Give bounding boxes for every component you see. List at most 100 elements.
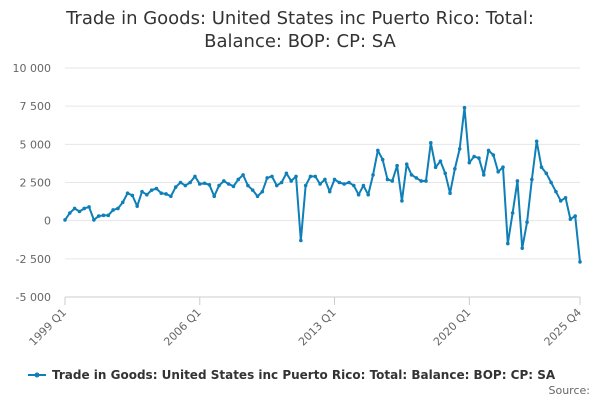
data-point[interactable] xyxy=(193,174,197,179)
data-point[interactable] xyxy=(111,208,115,212)
data-point[interactable] xyxy=(284,171,289,176)
data-point[interactable] xyxy=(212,194,217,199)
data-point[interactable] xyxy=(501,165,505,170)
data-point[interactable] xyxy=(544,171,549,176)
data-point[interactable] xyxy=(135,204,139,208)
data-point[interactable] xyxy=(558,199,563,203)
data-point[interactable] xyxy=(453,166,457,171)
data-point[interactable] xyxy=(457,147,462,151)
data-point[interactable] xyxy=(231,184,236,189)
data-point[interactable] xyxy=(68,211,72,215)
data-point[interactable] xyxy=(308,174,313,179)
data-point[interactable] xyxy=(534,139,539,144)
data-point[interactable] xyxy=(400,199,404,203)
data-point[interactable] xyxy=(169,194,173,199)
data-point[interactable] xyxy=(448,191,452,195)
data-point[interactable] xyxy=(250,188,255,192)
data-point[interactable] xyxy=(63,218,67,222)
data-point[interactable] xyxy=(140,189,144,194)
data-point[interactable] xyxy=(481,173,486,177)
data-point[interactable] xyxy=(366,192,371,197)
data-point[interactable] xyxy=(351,183,356,188)
data-point[interactable] xyxy=(486,148,491,153)
data-point[interactable] xyxy=(337,180,342,185)
data-point[interactable] xyxy=(573,214,577,218)
data-point[interactable] xyxy=(404,162,409,166)
data-point[interactable] xyxy=(438,159,443,163)
data-point[interactable] xyxy=(222,179,226,183)
data-point[interactable] xyxy=(515,179,520,183)
data-point[interactable] xyxy=(149,188,154,192)
data-point[interactable] xyxy=(279,180,284,185)
data-point[interactable] xyxy=(154,186,159,191)
data-point[interactable] xyxy=(207,182,212,187)
data-point[interactable] xyxy=(120,200,125,205)
data-point[interactable] xyxy=(506,241,510,246)
data-point[interactable] xyxy=(270,174,274,179)
data-point[interactable] xyxy=(554,189,558,194)
data-point[interactable] xyxy=(539,165,544,170)
data-point[interactable] xyxy=(578,260,582,264)
data-point[interactable] xyxy=(255,194,260,199)
data-point[interactable] xyxy=(568,217,573,221)
data-point[interactable] xyxy=(385,177,390,182)
data-point[interactable] xyxy=(424,179,428,183)
data-point[interactable] xyxy=(467,160,472,165)
data-point[interactable] xyxy=(496,170,500,174)
data-point[interactable] xyxy=(510,211,515,215)
data-point[interactable] xyxy=(443,171,448,176)
data-point[interactable] xyxy=(226,182,231,186)
data-point[interactable] xyxy=(217,183,221,188)
data-point[interactable] xyxy=(197,182,202,186)
data-point[interactable] xyxy=(472,154,476,159)
data-point[interactable] xyxy=(164,192,168,196)
data-point[interactable] xyxy=(530,177,534,182)
data-point[interactable] xyxy=(72,206,77,211)
data-point[interactable] xyxy=(260,189,265,194)
data-point[interactable] xyxy=(145,192,149,197)
data-point[interactable] xyxy=(92,218,96,222)
data-point[interactable] xyxy=(106,213,111,218)
data-point[interactable] xyxy=(241,173,245,177)
data-point[interactable] xyxy=(96,214,101,218)
data-point[interactable] xyxy=(303,183,308,188)
data-point[interactable] xyxy=(491,153,496,157)
data-point[interactable] xyxy=(327,189,332,194)
data-point[interactable] xyxy=(313,174,318,179)
data-point[interactable] xyxy=(183,183,188,188)
data-point[interactable] xyxy=(356,192,361,197)
data-point[interactable] xyxy=(116,206,120,211)
data-point[interactable] xyxy=(376,148,380,153)
data-point[interactable] xyxy=(188,180,192,185)
data-point[interactable] xyxy=(289,179,294,183)
data-point[interactable] xyxy=(130,193,135,198)
data-point[interactable] xyxy=(173,185,178,189)
data-point[interactable] xyxy=(361,183,366,188)
data-point[interactable] xyxy=(395,163,399,168)
data-point[interactable] xyxy=(236,177,241,182)
data-point[interactable] xyxy=(159,191,164,195)
data-point[interactable] xyxy=(477,156,481,160)
data-point[interactable] xyxy=(274,183,279,188)
data-point[interactable] xyxy=(433,165,438,170)
legend[interactable]: Trade in Goods: United States inc Puerto… xyxy=(28,368,556,382)
data-point[interactable] xyxy=(299,238,303,243)
data-point[interactable] xyxy=(390,179,395,183)
data-point[interactable] xyxy=(87,205,91,209)
data-point[interactable] xyxy=(101,213,106,218)
data-point[interactable] xyxy=(265,176,269,180)
data-point[interactable] xyxy=(525,220,529,224)
data-point[interactable] xyxy=(323,177,327,182)
data-point[interactable] xyxy=(414,176,419,180)
data-point[interactable] xyxy=(462,105,467,110)
data-point[interactable] xyxy=(419,179,423,183)
data-point[interactable] xyxy=(409,173,414,177)
data-point[interactable] xyxy=(318,182,322,186)
data-point[interactable] xyxy=(549,180,553,185)
data-point[interactable] xyxy=(178,180,183,185)
data-point[interactable] xyxy=(246,183,250,188)
data-point[interactable] xyxy=(202,181,207,186)
data-point[interactable] xyxy=(332,177,337,182)
data-point[interactable] xyxy=(347,180,351,185)
data-point[interactable] xyxy=(520,246,525,250)
